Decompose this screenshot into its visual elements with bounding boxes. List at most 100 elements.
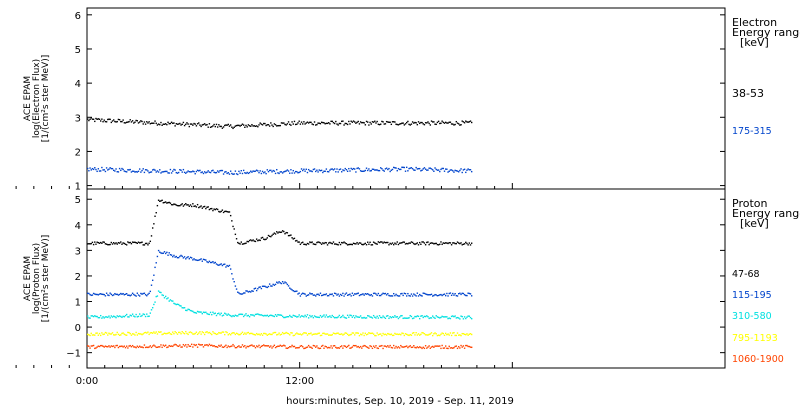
data-point bbox=[160, 344, 162, 346]
data-point bbox=[180, 346, 182, 348]
data-point bbox=[143, 292, 146, 294]
data-point bbox=[114, 292, 116, 295]
data-point bbox=[239, 293, 241, 295]
data-point bbox=[367, 346, 369, 349]
data-point bbox=[363, 334, 365, 337]
data-point bbox=[167, 254, 169, 256]
data-point bbox=[291, 172, 293, 174]
data-point bbox=[298, 346, 300, 349]
data-point bbox=[245, 333, 247, 335]
data-point bbox=[168, 331, 170, 334]
data-point bbox=[335, 333, 337, 335]
data-point bbox=[328, 171, 330, 173]
data-point bbox=[224, 312, 226, 314]
data-point bbox=[350, 295, 352, 297]
data-point bbox=[200, 171, 202, 174]
data-point bbox=[207, 206, 209, 208]
data-point bbox=[377, 347, 380, 350]
data-point bbox=[393, 334, 395, 337]
data-point bbox=[375, 293, 377, 295]
data-point bbox=[246, 126, 248, 128]
data-point bbox=[116, 171, 118, 173]
data-point bbox=[403, 346, 406, 348]
data-point bbox=[207, 261, 209, 264]
data-point bbox=[389, 333, 391, 336]
data-point bbox=[415, 316, 417, 318]
data-point bbox=[371, 121, 374, 123]
data-point bbox=[110, 293, 113, 296]
data-point bbox=[364, 345, 367, 347]
data-point bbox=[378, 294, 381, 297]
data-point bbox=[219, 125, 221, 128]
data-point bbox=[345, 346, 348, 349]
data-point bbox=[305, 346, 307, 349]
data-point bbox=[341, 316, 343, 318]
data-point bbox=[211, 170, 213, 172]
data-point bbox=[354, 345, 356, 347]
data-point bbox=[161, 252, 163, 255]
data-point bbox=[309, 332, 311, 335]
data-point bbox=[207, 313, 209, 315]
data-point bbox=[391, 121, 394, 123]
data-point bbox=[227, 345, 229, 347]
data-point bbox=[462, 318, 465, 320]
data-point bbox=[290, 169, 292, 171]
data-point bbox=[136, 316, 139, 318]
data-point bbox=[192, 346, 194, 348]
data-point bbox=[351, 121, 354, 123]
data-point bbox=[313, 121, 316, 123]
data-point bbox=[440, 168, 442, 171]
data-point bbox=[212, 125, 214, 127]
data-point bbox=[259, 314, 261, 316]
data-point bbox=[222, 346, 225, 349]
data-point bbox=[91, 118, 94, 120]
data-point bbox=[424, 315, 427, 318]
data-point bbox=[452, 332, 454, 334]
data-point bbox=[421, 295, 423, 297]
data-point bbox=[225, 170, 227, 173]
data-point bbox=[180, 169, 182, 171]
data-point bbox=[343, 345, 345, 347]
data-point bbox=[383, 241, 385, 243]
data-point bbox=[89, 317, 91, 319]
data-point bbox=[456, 316, 459, 319]
data-point bbox=[434, 123, 436, 125]
data-point bbox=[252, 333, 254, 335]
data-point bbox=[225, 210, 227, 212]
data-point bbox=[143, 332, 146, 334]
data-point bbox=[307, 122, 310, 124]
data-point bbox=[439, 122, 441, 125]
data-point bbox=[109, 243, 111, 246]
data-point bbox=[246, 345, 248, 348]
data-point bbox=[313, 345, 316, 347]
data-point bbox=[293, 120, 296, 123]
data-point bbox=[378, 123, 381, 126]
data-point bbox=[138, 333, 141, 335]
data-point bbox=[361, 170, 363, 172]
data-point bbox=[320, 316, 323, 318]
data-point bbox=[294, 240, 297, 242]
data-point bbox=[125, 121, 128, 124]
data-point bbox=[96, 118, 98, 120]
data-point bbox=[400, 315, 402, 317]
data-point bbox=[287, 121, 290, 123]
data-point bbox=[423, 242, 426, 244]
data-point bbox=[348, 243, 350, 246]
data-point bbox=[241, 172, 244, 175]
data-point bbox=[455, 120, 458, 123]
data-point bbox=[102, 293, 104, 296]
data-point bbox=[271, 234, 273, 237]
data-point bbox=[468, 242, 471, 244]
data-point bbox=[357, 167, 359, 169]
data-point bbox=[375, 345, 377, 347]
data-point bbox=[212, 209, 214, 212]
data-point bbox=[431, 121, 434, 123]
data-point bbox=[418, 241, 421, 244]
data-point bbox=[201, 344, 204, 346]
data-point bbox=[423, 333, 426, 335]
data-point bbox=[377, 241, 380, 243]
data-point bbox=[149, 290, 152, 293]
data-point bbox=[364, 332, 367, 335]
data-point bbox=[272, 283, 274, 286]
data-point bbox=[169, 299, 172, 301]
